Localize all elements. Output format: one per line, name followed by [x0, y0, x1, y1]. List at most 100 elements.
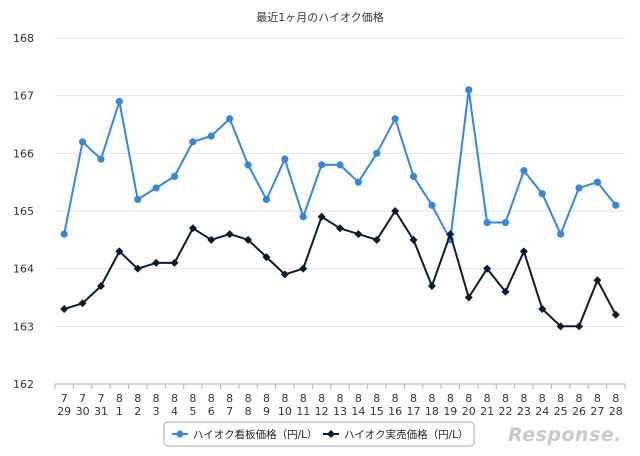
y-tick-label: 164 — [13, 263, 34, 276]
response-watermark-logo: Response. — [508, 424, 622, 446]
data-point-series-1[interactable] — [501, 218, 510, 227]
data-point-series-2[interactable] — [538, 305, 547, 314]
legend-label-series-2[interactable]: ハイオク実売価格（円/L） — [344, 428, 468, 441]
data-point-series-1[interactable] — [409, 172, 418, 180]
data-point-series-1[interactable] — [281, 155, 289, 163]
legend-marker-series-1[interactable] — [176, 430, 184, 438]
x-tick-label-month: 8 — [300, 392, 307, 405]
data-point-series-1[interactable] — [520, 167, 528, 175]
data-point-series-2[interactable] — [207, 235, 216, 244]
grid-lines — [55, 37, 625, 385]
data-point-series-1[interactable] — [593, 178, 602, 186]
data-point-series-2[interactable] — [280, 270, 289, 279]
data-point-series-2[interactable] — [133, 264, 142, 273]
x-tick-label-month: 8 — [539, 392, 546, 405]
x-tick-label-day: 18 — [425, 405, 439, 418]
data-point-series-2[interactable] — [519, 247, 528, 256]
data-point-series-2[interactable] — [244, 235, 253, 244]
data-point-series-2[interactable] — [152, 258, 161, 267]
data-point-series-2[interactable] — [354, 230, 363, 239]
data-point-series-1[interactable] — [538, 190, 546, 198]
x-tick-label-day: 13 — [333, 405, 347, 418]
data-point-series-2[interactable] — [336, 224, 344, 233]
data-point-series-2[interactable] — [556, 322, 565, 331]
data-point-series-2[interactable] — [501, 287, 510, 296]
x-tick-label-day: 29 — [57, 405, 71, 418]
x-tick-label-month: 8 — [447, 392, 454, 405]
x-tick-label-day: 15 — [370, 405, 384, 418]
data-point-series-1[interactable] — [60, 230, 68, 238]
data-point-series-2[interactable] — [427, 281, 436, 290]
x-tick-label-month: 8 — [337, 392, 344, 405]
data-point-series-2[interactable] — [60, 305, 69, 314]
x-tick-label-day: 28 — [609, 405, 623, 418]
data-point-series-1[interactable] — [612, 201, 620, 209]
data-point-series-1[interactable] — [373, 149, 381, 157]
x-tick-label-day: 3 — [153, 405, 160, 418]
data-point-series-2[interactable] — [409, 235, 418, 244]
data-point-series-2[interactable] — [78, 299, 87, 308]
y-axis-tick-labels: 162 163 164 165 166 167 168 — [13, 32, 34, 391]
data-point-series-1[interactable] — [134, 195, 142, 204]
data-point-series-1[interactable] — [465, 86, 473, 94]
data-point-series-1[interactable] — [318, 161, 326, 169]
data-point-series-1[interactable] — [483, 218, 491, 227]
x-tick-label-day: 12 — [315, 405, 329, 418]
data-point-series-1[interactable] — [170, 172, 179, 180]
data-point-series-1[interactable] — [336, 161, 344, 169]
x-tick-label-month: 8 — [465, 392, 472, 405]
x-tick-label-month: 8 — [318, 392, 325, 405]
x-tick-label-day: 1 — [116, 405, 123, 418]
data-point-series-2[interactable] — [262, 253, 271, 262]
x-tick-label-day: 20 — [462, 405, 476, 418]
x-tick-label-day: 19 — [443, 405, 457, 418]
data-point-series-1[interactable] — [391, 115, 399, 123]
x-axis-tick-labels: 7297307318182838485868788898108118128138… — [54, 384, 626, 418]
legend: ハイオク看板価格（円/L） ハイオク実売価格（円/L） — [163, 421, 475, 447]
data-point-series-2[interactable] — [317, 212, 326, 221]
data-point-series-2[interactable] — [464, 293, 473, 302]
legend-label-series-1[interactable]: ハイオク看板価格（円/L） — [193, 428, 317, 441]
data-point-series-1[interactable] — [354, 178, 362, 186]
data-point-series-2[interactable] — [372, 235, 381, 244]
x-tick-label-day: 2 — [134, 405, 141, 418]
data-point-series-1[interactable] — [207, 132, 215, 140]
x-tick-label-day: 17 — [407, 405, 421, 418]
data-point-series-1[interactable] — [575, 184, 583, 192]
data-point-series-2[interactable] — [446, 230, 455, 239]
data-point-series-1[interactable] — [557, 230, 565, 238]
data-point-series-2[interactable] — [593, 276, 602, 285]
data-point-series-1[interactable] — [262, 195, 271, 204]
x-tick-label-month: 7 — [79, 392, 86, 405]
data-point-series-2[interactable] — [611, 310, 620, 319]
legend-marker-series-2[interactable] — [327, 430, 335, 438]
x-tick-label-month: 7 — [61, 392, 68, 405]
data-point-series-2[interactable] — [299, 264, 308, 273]
x-tick-label-month: 8 — [594, 392, 601, 405]
data-point-series-2[interactable] — [96, 281, 105, 290]
data-point-series-1[interactable] — [97, 155, 105, 163]
data-point-series-1[interactable] — [189, 138, 197, 146]
x-tick-label-month: 8 — [576, 392, 583, 405]
data-point-series-1[interactable] — [152, 184, 160, 192]
data-point-series-2[interactable] — [115, 247, 124, 256]
x-tick-label-month: 8 — [484, 392, 491, 405]
data-point-series-2[interactable] — [391, 207, 400, 215]
data-point-series-1[interactable] — [115, 97, 123, 106]
data-point-series-1[interactable] — [428, 201, 436, 209]
x-tick-label-month: 8 — [208, 392, 215, 405]
data-point-series-1[interactable] — [244, 161, 252, 169]
data-point-series-2[interactable] — [483, 264, 492, 273]
data-point-series-1[interactable] — [78, 138, 87, 146]
data-point-series-2[interactable] — [188, 224, 197, 233]
data-point-series-1[interactable] — [299, 213, 307, 221]
data-series — [60, 86, 620, 331]
x-tick-label-day: 24 — [535, 405, 549, 418]
data-point-series-2[interactable] — [170, 258, 179, 267]
x-tick-label-month: 8 — [410, 392, 417, 405]
data-point-series-2[interactable] — [225, 230, 234, 239]
data-point-series-1[interactable] — [226, 115, 234, 123]
data-point-series-2[interactable] — [575, 322, 584, 331]
x-tick-label-month: 8 — [171, 392, 178, 405]
x-tick-label-day: 11 — [296, 405, 310, 418]
